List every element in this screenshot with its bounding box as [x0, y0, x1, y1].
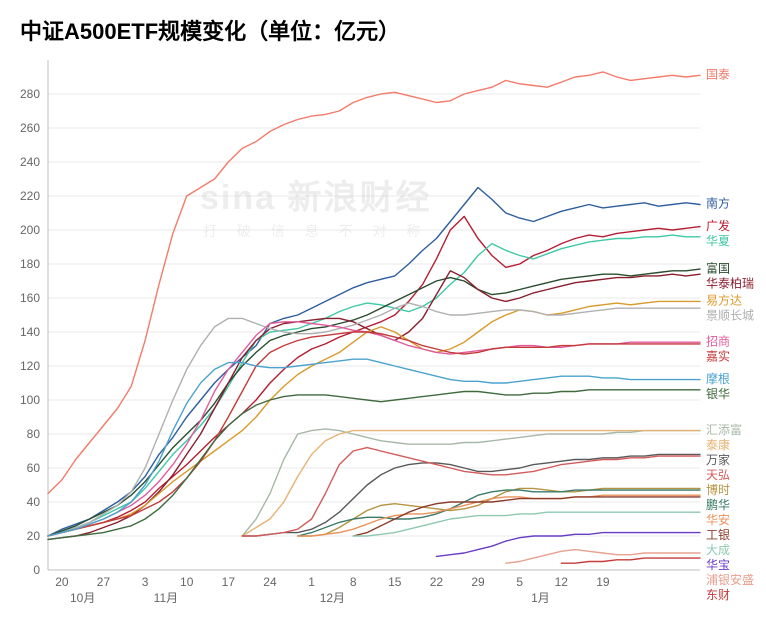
x-tick-label: 8	[350, 575, 357, 589]
series-label: 华宝	[706, 558, 730, 572]
y-tick-label: 100	[20, 393, 40, 407]
y-tick-label: 0	[33, 563, 40, 577]
series-label: 工银	[706, 528, 730, 542]
x-month-label: 10月	[70, 591, 95, 605]
y-tick-label: 120	[20, 359, 40, 373]
x-month-label: 11月	[154, 591, 178, 605]
series-label: 汇添富	[706, 422, 742, 437]
series-label: 东财	[706, 588, 730, 602]
x-tick-label: 27	[97, 575, 111, 589]
y-tick-label: 220	[20, 189, 40, 203]
y-tick-label: 280	[20, 87, 40, 101]
series-天弘	[242, 448, 700, 536]
series-label: 嘉实	[706, 348, 730, 363]
x-tick-label: 12	[555, 575, 569, 589]
series-label: 招商	[706, 333, 730, 348]
x-tick-label: 5	[516, 575, 523, 589]
y-tick-label: 20	[27, 529, 41, 543]
x-tick-label: 10	[180, 575, 194, 589]
chart-title: 中证A500ETF规模变化（单位：亿元）	[20, 14, 400, 46]
series-label: 国泰	[706, 67, 730, 81]
series-label: 天弘	[706, 468, 730, 482]
series-label: 易方达	[706, 293, 742, 308]
series-label: 银华	[706, 387, 730, 401]
x-tick-label: 1	[308, 575, 315, 589]
x-month-label: 12月	[320, 591, 345, 605]
y-tick-label: 240	[20, 155, 40, 169]
y-tick-label: 80	[27, 427, 41, 441]
series-label: 鹏华	[706, 498, 730, 512]
series-label: 广发	[706, 218, 730, 233]
x-tick-label: 3	[142, 575, 149, 589]
series-label: 摩根	[706, 371, 730, 386]
x-tick-label: 17	[222, 575, 236, 589]
series-东财	[561, 558, 700, 563]
x-tick-label: 20	[55, 575, 69, 589]
y-tick-label: 160	[20, 291, 40, 305]
y-tick-label: 60	[27, 461, 41, 475]
x-month-label: 1月	[531, 591, 550, 605]
series-label: 浦银安盛	[706, 572, 754, 587]
y-tick-label: 200	[20, 223, 40, 237]
x-tick-label: 22	[430, 575, 444, 589]
series-摩根	[48, 359, 700, 536]
line-chart: 0204060801001201401601802002202402602802…	[0, 0, 766, 627]
series-label: 大成	[706, 543, 730, 557]
x-tick-label: 29	[471, 575, 485, 589]
series-label: 华安	[706, 512, 730, 527]
y-tick-label: 40	[27, 495, 41, 509]
x-tick-label: 24	[263, 575, 277, 589]
x-tick-label: 19	[596, 575, 610, 589]
series-label: 富国	[706, 260, 730, 275]
chart-container: 中证A500ETF规模变化（单位：亿元） sina 新浪财经 打 破 信 息 不…	[0, 0, 766, 627]
y-tick-label: 260	[20, 121, 40, 135]
series-label: 泰康	[706, 437, 730, 452]
x-tick-label: 15	[388, 575, 402, 589]
y-tick-label: 140	[20, 325, 40, 339]
series-label: 景顺长城	[706, 309, 754, 323]
series-label: 南方	[706, 196, 730, 211]
y-tick-label: 180	[20, 257, 40, 271]
series-label: 华夏	[706, 234, 730, 248]
series-华夏	[48, 235, 700, 536]
series-label: 华泰柏瑞	[706, 275, 754, 290]
series-label: 博时	[706, 482, 730, 497]
series-label: 万家	[706, 452, 730, 467]
